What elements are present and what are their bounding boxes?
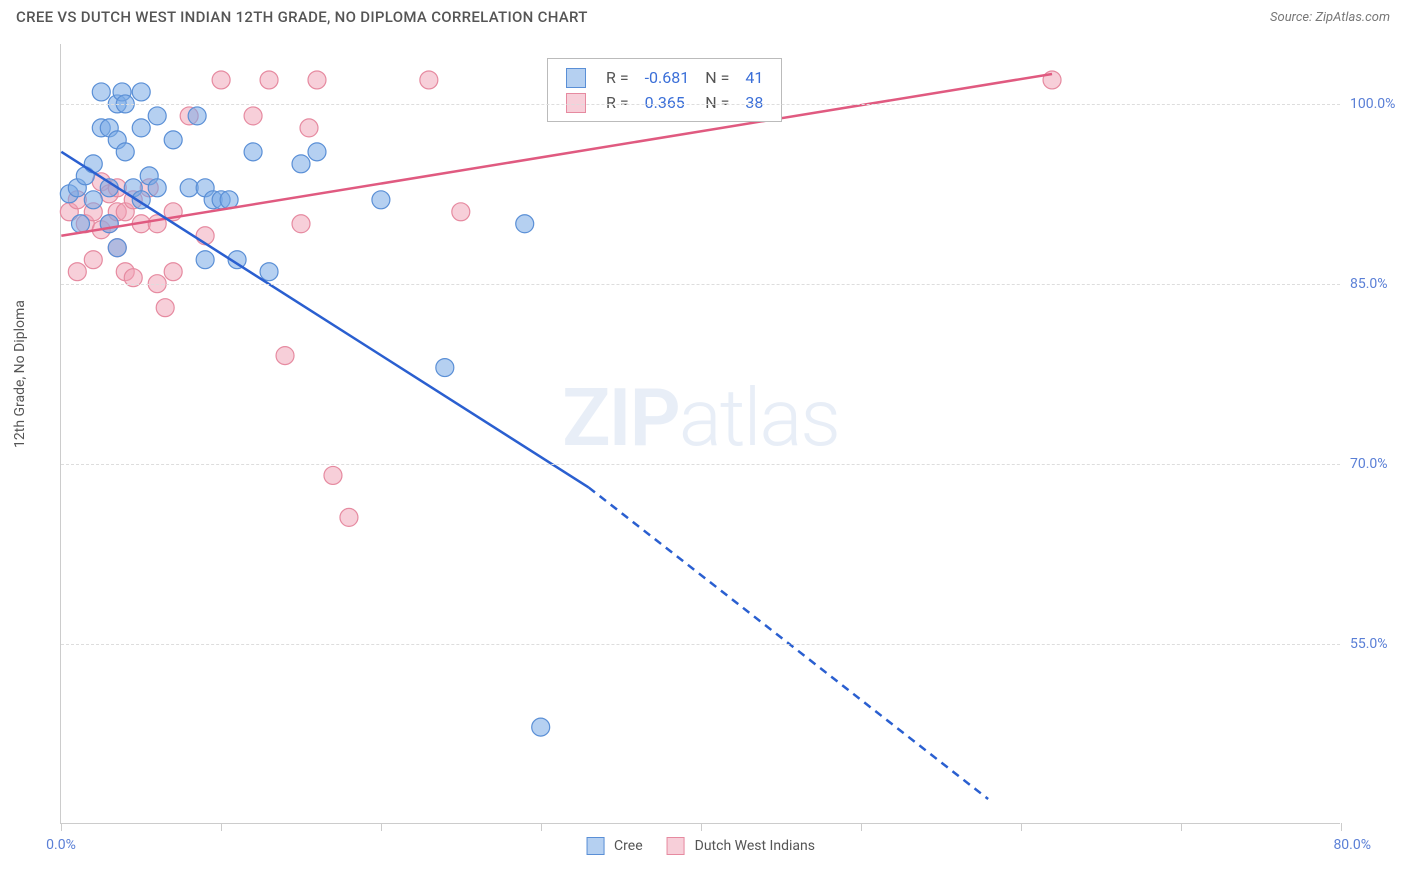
scatter-point <box>276 347 294 365</box>
legend-swatch <box>586 837 604 855</box>
r-label: R = <box>598 65 637 90</box>
x-tick <box>861 823 862 831</box>
scatter-point <box>180 179 198 197</box>
scatter-point <box>164 263 182 281</box>
x-tick <box>1021 823 1022 831</box>
scatter-point <box>68 263 86 281</box>
scatter-point <box>436 359 454 377</box>
legend-swatch <box>667 837 685 855</box>
scatter-point <box>260 263 278 281</box>
scatter-point <box>324 466 342 484</box>
scatter-point <box>148 179 166 197</box>
x-tick <box>381 823 382 831</box>
stats-row: R =0.365N =38 <box>558 90 771 115</box>
scatter-point <box>244 143 262 161</box>
legend-swatch <box>566 93 586 113</box>
scatter-point <box>164 131 182 149</box>
scatter-point <box>148 107 166 125</box>
legend-swatch <box>566 68 586 88</box>
scatter-point <box>72 215 90 233</box>
scatter-point <box>116 143 134 161</box>
y-tick-label: 70.0% <box>1350 456 1406 472</box>
scatter-point <box>452 203 470 221</box>
x-tick <box>1181 823 1182 831</box>
scatter-point <box>308 71 326 89</box>
source-prefix: Source: <box>1270 10 1315 25</box>
stats-table: R =-0.681N =41R =0.365N =38 <box>558 65 771 115</box>
x-tick <box>701 823 702 831</box>
scatter-point <box>420 71 438 89</box>
gridline <box>61 644 1340 645</box>
scatter-point <box>292 215 310 233</box>
n-value: 38 <box>737 90 771 115</box>
n-label: N = <box>697 65 737 90</box>
scatter-point <box>244 107 262 125</box>
scatter-point <box>188 107 206 125</box>
correlation-stats-box: R =-0.681N =41R =0.365N =38 <box>547 58 782 122</box>
scatter-point <box>292 155 310 173</box>
x-tick <box>61 823 62 831</box>
scatter-point <box>84 191 102 209</box>
scatter-point <box>260 71 278 89</box>
scatter-point <box>532 718 550 736</box>
scatter-point <box>1043 71 1061 89</box>
y-tick-label: 100.0% <box>1350 96 1406 112</box>
chart-plot-area: ZIPatlas R =-0.681N =41R =0.365N =38 Cre… <box>60 44 1340 824</box>
gridline <box>61 104 1340 105</box>
scatter-point <box>340 508 358 526</box>
gridline <box>61 284 1340 285</box>
n-label: N = <box>697 90 737 115</box>
scatter-point <box>308 143 326 161</box>
r-label: R = <box>598 90 637 115</box>
scatter-point <box>156 299 174 317</box>
scatter-point <box>300 119 318 137</box>
y-axis-label: 12th Grade, No Diploma <box>12 300 28 448</box>
scatter-point <box>84 251 102 269</box>
scatter-point <box>132 119 150 137</box>
source-label: Source: ZipAtlas.com <box>1270 10 1390 25</box>
scatter-point <box>132 83 150 101</box>
r-value: -0.681 <box>637 65 698 90</box>
legend-label: Dutch West Indians <box>695 838 815 854</box>
x-tick <box>221 823 222 831</box>
stats-row: R =-0.681N =41 <box>558 65 771 90</box>
scatter-svg <box>61 44 1340 823</box>
scatter-point <box>196 251 214 269</box>
x-tick-label-left: 0.0% <box>46 837 76 853</box>
x-tick <box>541 823 542 831</box>
r-value: 0.365 <box>637 90 698 115</box>
legend-item: Cree <box>586 837 643 855</box>
source-name: ZipAtlas.com <box>1315 10 1390 25</box>
bottom-legend: Cree Dutch West Indians <box>586 837 815 855</box>
scatter-point <box>92 83 110 101</box>
x-tick <box>1341 823 1342 831</box>
y-tick-label: 55.0% <box>1350 636 1406 652</box>
scatter-point <box>212 71 230 89</box>
x-tick-label-right: 80.0% <box>1333 837 1371 853</box>
scatter-point <box>84 155 102 173</box>
chart-title: CREE VS DUTCH WEST INDIAN 12TH GRADE, NO… <box>16 8 588 26</box>
scatter-point <box>108 239 126 257</box>
legend-item: Dutch West Indians <box>667 837 815 855</box>
gridline <box>61 464 1340 465</box>
n-value: 41 <box>737 65 771 90</box>
scatter-point <box>372 191 390 209</box>
scatter-point <box>516 215 534 233</box>
trend-line <box>61 152 588 488</box>
y-tick-label: 85.0% <box>1350 276 1406 292</box>
legend-label: Cree <box>614 838 643 854</box>
